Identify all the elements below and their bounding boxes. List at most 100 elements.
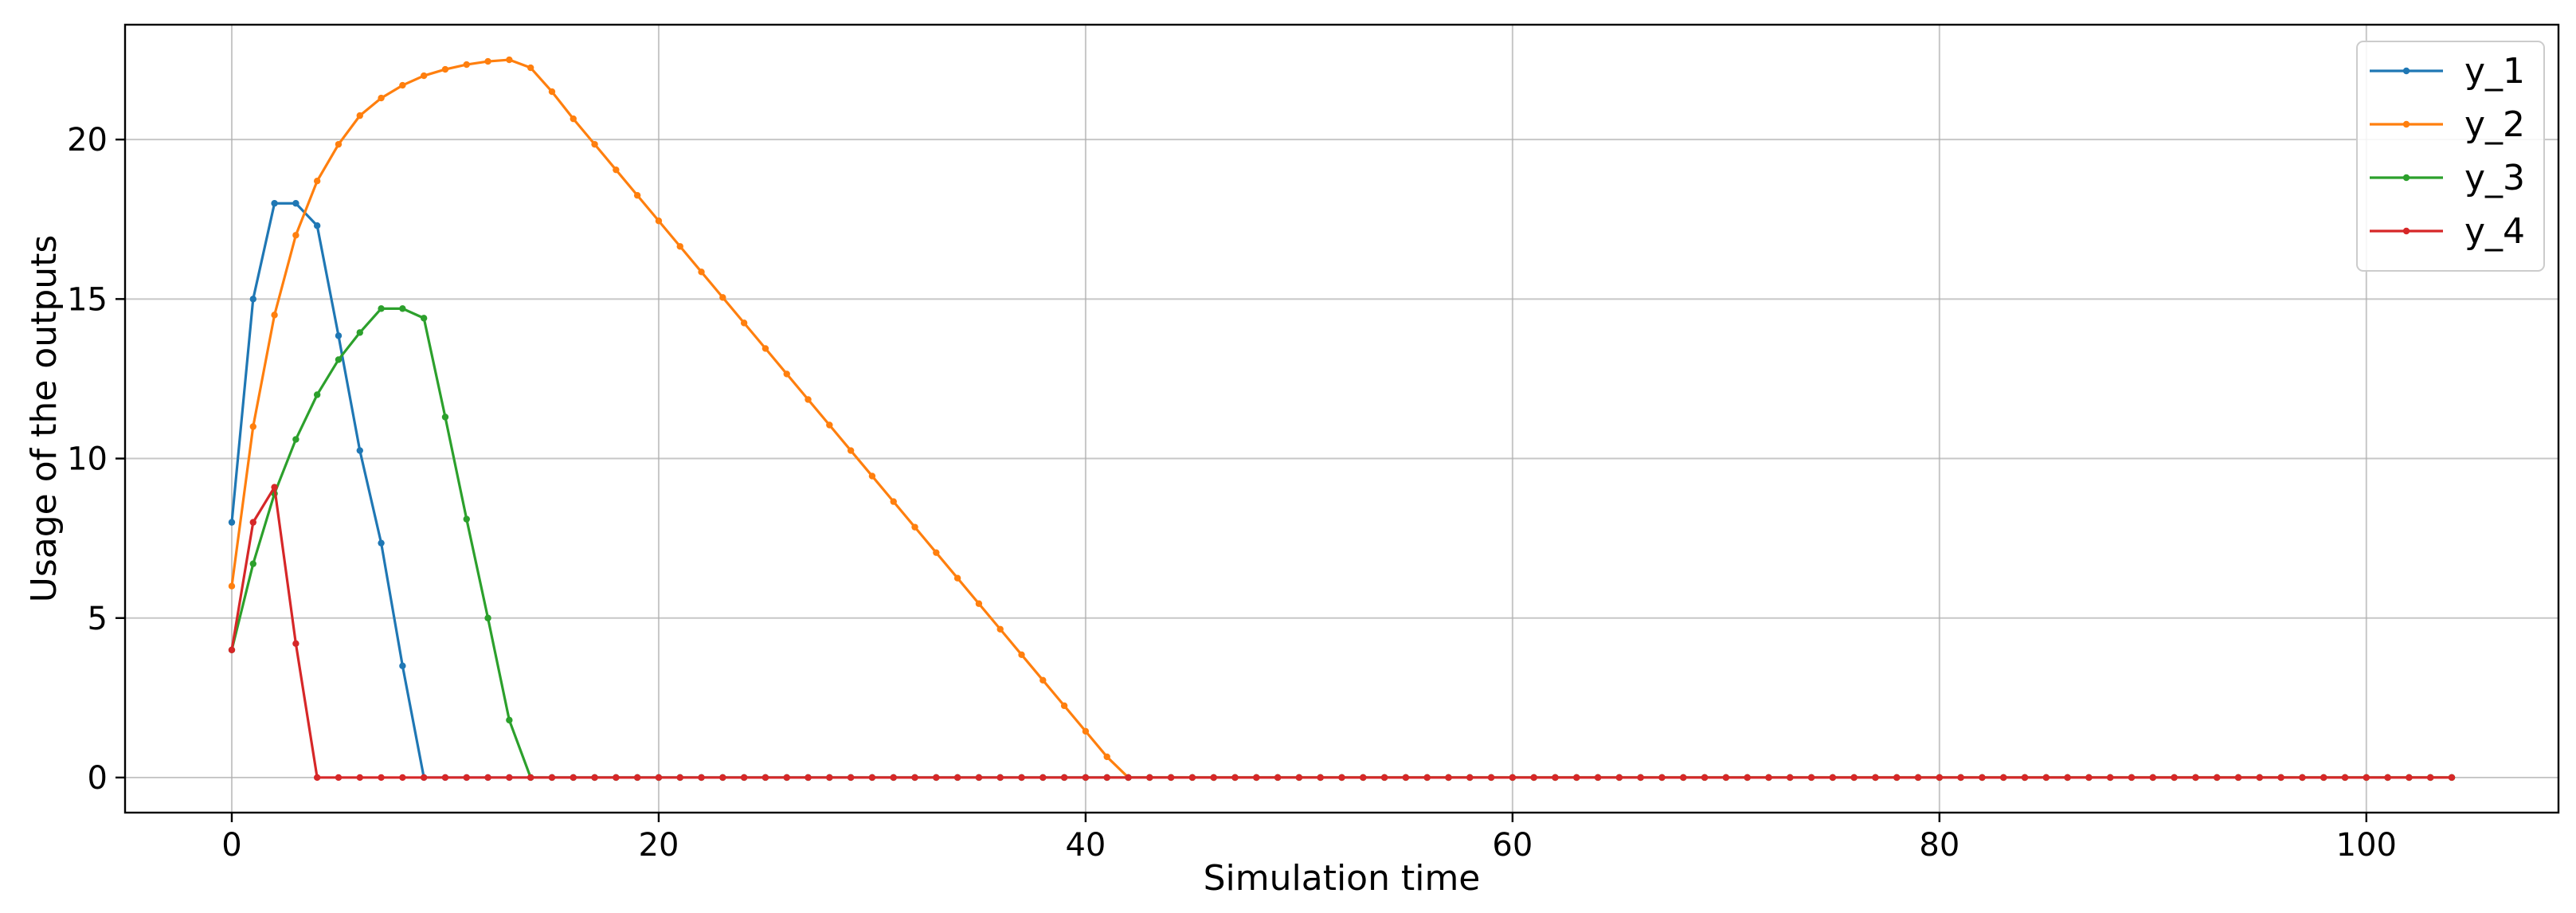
data-point [1317, 774, 1324, 782]
data-point [890, 774, 897, 782]
data-point [570, 115, 577, 123]
x-tick-label: 0 [221, 827, 241, 864]
data-point [933, 549, 940, 556]
data-point [356, 112, 363, 120]
data-point [228, 646, 236, 653]
data-point [506, 56, 513, 64]
data-point [1722, 774, 1730, 782]
data-point [1082, 727, 1090, 735]
data-point [292, 640, 299, 647]
data-point [1295, 774, 1303, 782]
data-point [847, 447, 855, 454]
data-point [1188, 774, 1196, 782]
legend-label: y_4 [2464, 211, 2525, 252]
data-point [1060, 702, 1068, 710]
x-tick-label: 40 [1065, 827, 1106, 864]
data-point [1253, 774, 1260, 782]
data-point [1658, 774, 1666, 782]
data-point [996, 774, 1004, 782]
data-point [228, 519, 236, 526]
data-point [1018, 774, 1025, 782]
x-tick-label: 80 [1919, 827, 1959, 864]
data-point [2149, 774, 2157, 782]
data-point [2256, 774, 2264, 782]
y-tick-label: 15 [67, 281, 108, 318]
data-point [1765, 774, 1772, 782]
series-y-4 [228, 484, 2456, 782]
data-point [1360, 774, 1367, 782]
x-tick-label: 20 [639, 827, 679, 864]
data-point [1210, 774, 1217, 782]
ticks: 0 20 40 60 80 100 0 5 10 15 20 [67, 122, 2397, 864]
data-point [1979, 774, 1986, 782]
data-point [761, 774, 769, 782]
legend-label: y_1 [2464, 51, 2525, 92]
data-point [933, 774, 940, 782]
data-point [441, 65, 449, 73]
data-point [378, 305, 385, 312]
data-point [484, 57, 491, 65]
data-point [1957, 774, 1964, 782]
data-point [975, 774, 983, 782]
legend-marker [2402, 227, 2410, 235]
data-point [1552, 774, 1559, 782]
data-point [868, 774, 876, 782]
data-point [1680, 774, 1687, 782]
data-point [2000, 774, 2007, 782]
data-point [527, 64, 534, 72]
data-point [2192, 774, 2199, 782]
data-point [633, 774, 641, 782]
data-point [1060, 774, 1068, 782]
data-point [1701, 774, 1709, 782]
data-point [292, 200, 299, 207]
data-point [292, 436, 299, 443]
data-point [271, 484, 278, 491]
data-point [271, 312, 278, 319]
data-point [1872, 774, 1879, 782]
data-point [1380, 774, 1388, 782]
data-point [2427, 774, 2434, 782]
data-point [975, 600, 983, 607]
data-point [548, 774, 556, 782]
data-point [1018, 651, 1025, 658]
data-point [1082, 774, 1090, 782]
legend: y_1 y_2 y_3 y_4 [2356, 41, 2545, 272]
data-point [591, 774, 598, 782]
data-point [2128, 774, 2136, 782]
data-point [911, 774, 918, 782]
data-point [783, 774, 790, 782]
data-point [1125, 774, 1132, 782]
data-point [2448, 774, 2456, 782]
y-tick-label: 5 [88, 601, 108, 637]
y-tick-label: 10 [67, 441, 108, 478]
data-point [463, 61, 470, 69]
data-point [826, 421, 833, 429]
data-point [805, 774, 812, 782]
data-point [2363, 774, 2370, 782]
data-point [356, 447, 363, 454]
data-point [1914, 774, 1922, 782]
data-point [805, 396, 812, 403]
data-point [740, 774, 748, 782]
y-tick-label: 20 [67, 122, 108, 159]
data-point [1338, 774, 1345, 782]
data-point [2406, 774, 2413, 782]
data-point [613, 166, 620, 174]
data-point [378, 774, 385, 782]
data-point [2085, 774, 2093, 782]
data-point [761, 345, 769, 352]
data-point [249, 560, 256, 567]
data-point [527, 774, 534, 782]
data-point [292, 232, 299, 239]
data-point [399, 774, 406, 782]
data-point [399, 81, 406, 89]
data-point [1402, 774, 1410, 782]
data-point [313, 178, 321, 185]
data-point [228, 582, 236, 590]
data-point [698, 268, 705, 276]
data-point [953, 574, 961, 582]
data-point [1637, 774, 1644, 782]
data-point [484, 614, 491, 621]
legend-box [2356, 41, 2545, 272]
y-axis-label: Usage of the outputs [24, 235, 65, 603]
